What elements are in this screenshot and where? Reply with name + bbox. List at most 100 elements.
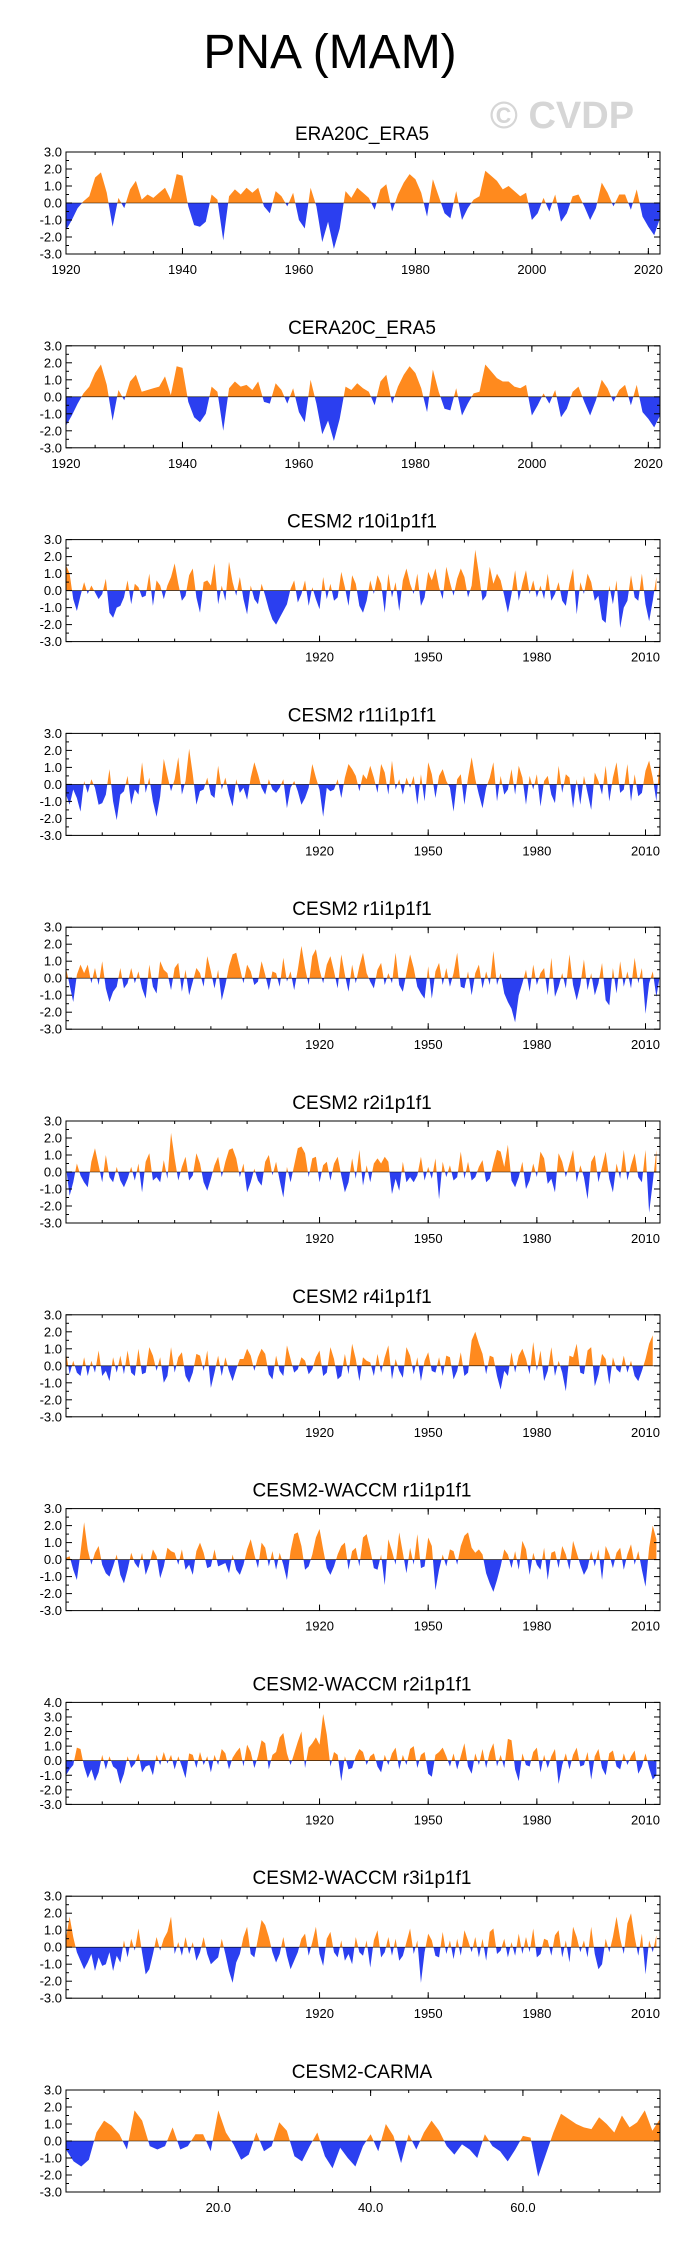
- y-tick-label: 2.0: [44, 1906, 62, 1921]
- x-tick-label: 1980: [522, 843, 551, 858]
- positive-area: [81, 364, 640, 397]
- negative-area: [66, 1760, 657, 1784]
- negative-area: [66, 1559, 657, 1592]
- y-tick-label: 1.0: [44, 372, 62, 387]
- x-tick-label: 2010: [631, 1619, 660, 1634]
- positive-area: [66, 945, 660, 979]
- x-tick-label: 1980: [522, 1037, 551, 1052]
- y-tick-label: -1.0: [40, 600, 62, 615]
- y-tick-label: -3.0: [40, 440, 62, 455]
- x-tick-label: 1920: [305, 1812, 334, 1827]
- x-tick-label: 1960: [284, 262, 313, 277]
- positive-area: [66, 1522, 657, 1560]
- y-tick-label: 2.0: [44, 1324, 62, 1339]
- y-tick-label: -2.0: [40, 230, 62, 245]
- y-tick-label: 0.0: [44, 1552, 62, 1567]
- panel-4: CESM2 r1i1p1f1 3.0 2.0 1.0 0.0 -1.0 -2.0 -3.0 19…: [40, 899, 661, 1052]
- positive-area: [74, 1714, 648, 1761]
- y-tick-label: -2.0: [40, 423, 62, 438]
- y-tick-label: 3.0: [44, 920, 62, 935]
- panel-2: CESM2 r10i1p1f1 3.0 2.0 1.0 0.0 -1.0 -2.0 -3.0 1…: [40, 512, 661, 665]
- panel-title: CESM2 r11i1p1f1: [288, 705, 437, 726]
- panel-8: CESM2-WACCM r2i1p1f14.03.02.01.00.0-1.0-…: [40, 1674, 661, 1827]
- y-tick-label: 0.0: [44, 1358, 62, 1373]
- x-tick-label: 1920: [305, 1619, 334, 1634]
- x-tick-label: 1920: [305, 650, 334, 665]
- x-tick-label: 2010: [631, 843, 660, 858]
- y-tick-label: 3.0: [44, 338, 62, 353]
- y-tick-label: -2.0: [40, 1005, 62, 1020]
- x-tick-label: 2010: [631, 650, 660, 665]
- x-tick-label: 1920: [305, 843, 334, 858]
- positive-area: [66, 1132, 657, 1172]
- x-tick-label: 1950: [414, 1037, 443, 1052]
- x-tick-label: 1920: [305, 1231, 334, 1246]
- x-tick-label: 1980: [401, 262, 430, 277]
- y-tick-label: 3.0: [44, 1889, 62, 1904]
- x-tick-label: 1950: [414, 1812, 443, 1827]
- y-tick-label: -1.0: [40, 2151, 62, 2166]
- positive-area: [66, 748, 660, 785]
- x-tick-label: 1980: [522, 1231, 551, 1246]
- panel-title: CESM2 r4i1p1f1: [292, 1287, 431, 1308]
- positive-area: [66, 549, 657, 591]
- x-tick-label: 1950: [414, 1425, 443, 1440]
- y-tick-label: -3.0: [40, 1409, 62, 1424]
- main-title: PNA (MAM): [203, 26, 456, 79]
- y-tick-label: -1.0: [40, 794, 62, 809]
- y-tick-label: 2.0: [44, 2100, 62, 2115]
- y-tick-label: -3.0: [40, 1603, 62, 1618]
- y-tick-label: 0.0: [44, 1940, 62, 1955]
- y-tick-label: -1.0: [40, 1957, 62, 1972]
- y-tick-label: -2.0: [40, 2168, 62, 2183]
- panel-title: ERA20C_ERA5: [295, 124, 429, 145]
- y-tick-label: 0.0: [44, 2134, 62, 2149]
- y-tick-label: 1.0: [44, 1923, 62, 1938]
- x-tick-label: 2020: [634, 262, 663, 277]
- y-tick-label: 2.0: [44, 937, 62, 952]
- y-tick-label: 2.0: [44, 1724, 62, 1739]
- x-tick-label: 1920: [305, 2006, 334, 2021]
- y-tick-label: -3.0: [40, 247, 62, 262]
- x-tick-label: 1980: [522, 1812, 551, 1827]
- y-tick-label: -2.0: [40, 811, 62, 826]
- panel-title: CESM2-WACCM r2i1p1f1: [253, 1674, 472, 1695]
- x-tick-label: 1920: [52, 456, 81, 471]
- panel-title: CESM2-WACCM r1i1p1f1: [253, 1481, 472, 1502]
- y-tick-label: -3.0: [40, 1022, 62, 1037]
- x-tick-label: 2000: [517, 262, 546, 277]
- y-tick-label: 1.0: [44, 1148, 62, 1163]
- negative-area: [66, 203, 660, 249]
- y-tick-label: -1.0: [40, 1375, 62, 1390]
- negative-area: [66, 2141, 660, 2177]
- y-tick-label: -3.0: [40, 828, 62, 843]
- y-tick-label: -1.0: [40, 213, 62, 228]
- x-tick-label: 1940: [168, 262, 197, 277]
- x-tick-label: 1920: [305, 1037, 334, 1052]
- y-tick-label: 0.0: [44, 1753, 62, 1768]
- y-tick-label: 0.0: [44, 389, 62, 404]
- x-tick-label: 40.0: [358, 2200, 383, 2215]
- positive-area: [66, 2110, 660, 2141]
- y-tick-label: 2.0: [44, 1131, 62, 1146]
- x-tick-label: 1920: [305, 1425, 334, 1440]
- panel-6: CESM2 r4i1p1f1 3.0 2.0 1.0 0.0 -1.0 -2.0 -3.0 19…: [40, 1287, 661, 1440]
- y-tick-label: -2.0: [40, 1586, 62, 1601]
- x-tick-label: 1950: [414, 650, 443, 665]
- y-tick-label: 0.0: [44, 196, 62, 211]
- y-tick-label: 1.0: [44, 760, 62, 775]
- panel-title: CESM2-CARMA: [292, 2062, 433, 2083]
- y-tick-label: 3.0: [44, 1709, 62, 1724]
- y-tick-label: 0.0: [44, 583, 62, 598]
- y-tick-label: -1.0: [40, 1768, 62, 1783]
- negative-area: [66, 1947, 657, 1983]
- y-tick-label: 3.0: [44, 1114, 62, 1129]
- x-tick-label: 1980: [522, 2006, 551, 2021]
- y-tick-label: -1.0: [40, 406, 62, 421]
- y-tick-label: -1.0: [40, 988, 62, 1003]
- x-tick-label: 1940: [168, 456, 197, 471]
- y-tick-label: 3.0: [44, 1501, 62, 1516]
- y-tick-label: -3.0: [40, 1991, 62, 2006]
- x-tick-label: 1980: [401, 456, 430, 471]
